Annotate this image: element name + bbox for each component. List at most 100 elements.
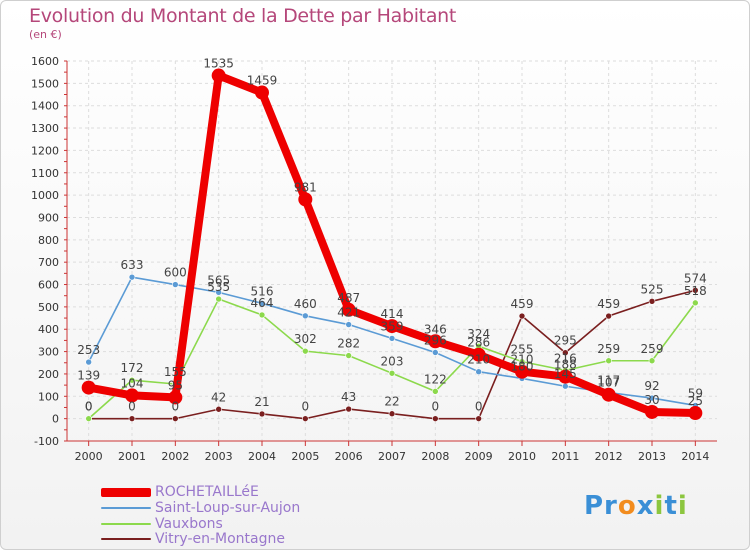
x-tick-label: 2010: [508, 450, 536, 463]
data-point: [428, 334, 443, 349]
data-label: 414: [381, 307, 404, 321]
data-label: 600: [164, 266, 187, 280]
data-point: [475, 415, 482, 422]
data-label: 633: [121, 258, 144, 272]
data-point: [388, 335, 396, 342]
data-point: [562, 349, 569, 357]
proxiti-logo: Proxiti: [584, 491, 688, 521]
data-label: 0: [85, 400, 93, 414]
data-label: 42: [211, 390, 226, 404]
grid-lines: [67, 60, 717, 442]
data-label: 1535: [203, 57, 234, 71]
data-point: [128, 273, 136, 281]
legend-item-rochetaillee: ROCHETAILLéE: [101, 484, 259, 500]
data-point: [345, 321, 352, 328]
data-point: [172, 281, 179, 288]
x-tick-label: 2005: [291, 450, 319, 463]
data-point: [128, 376, 136, 384]
legend-swatch: [101, 523, 151, 525]
legend-swatch: [101, 538, 151, 540]
data-point: [302, 347, 309, 355]
data-point: [345, 405, 352, 413]
y-tick-label: 1400: [31, 100, 59, 113]
x-tick-label: 2009: [465, 450, 493, 463]
data-point: [515, 364, 529, 379]
y-tick-label: 1100: [31, 167, 59, 180]
data-label: 535: [207, 280, 230, 294]
data-label: 459: [511, 297, 534, 311]
data-point: [125, 388, 139, 403]
data-label: 253: [77, 343, 100, 357]
data-point: [692, 287, 699, 294]
data-point: [388, 369, 396, 377]
legend-label: Vauxbons: [155, 516, 223, 532]
data-label: 0: [302, 400, 310, 414]
data-label: 25: [688, 394, 703, 408]
y-tick-label: 200: [38, 368, 59, 381]
y-tick-label: 300: [38, 346, 59, 359]
data-label: 459: [597, 297, 620, 311]
data-point: [385, 319, 399, 334]
data-label: 286: [467, 336, 490, 350]
x-tick-label: 2006: [335, 450, 363, 463]
data-point: [601, 387, 616, 402]
data-label: 188: [554, 358, 577, 372]
data-label: 0: [128, 400, 136, 414]
data-label: 516: [251, 284, 274, 298]
data-label: 155: [164, 365, 187, 379]
x-tick-label: 2011: [551, 450, 579, 463]
x-tick-label: 2002: [161, 450, 189, 463]
data-label: 565: [207, 273, 230, 287]
data-label: 255: [511, 343, 534, 357]
data-label: 122: [424, 372, 447, 386]
data-label: 302: [294, 332, 317, 346]
y-tick-label: 1200: [31, 144, 59, 157]
data-point: [255, 85, 269, 100]
data-label: 460: [294, 297, 317, 311]
legend-swatch: [101, 487, 151, 497]
data-point: [85, 358, 92, 366]
data-label: 22: [384, 395, 399, 409]
data-label: 487: [337, 291, 360, 305]
data-label: 359: [381, 319, 404, 333]
data-label: 30: [644, 393, 659, 407]
x-tick-label: 2003: [205, 450, 233, 463]
legend-label: Saint-Loup-sur-Aujon: [155, 500, 301, 516]
y-tick-label: 900: [38, 211, 59, 224]
data-label: 210: [511, 353, 534, 367]
data-label: 145: [554, 367, 577, 381]
x-tick-label: 2000: [75, 450, 103, 463]
data-label: 525: [641, 282, 664, 296]
x-tick-label: 2001: [118, 450, 146, 463]
data-label: 282: [337, 337, 360, 351]
data-label: 0: [432, 400, 440, 414]
data-label: 104: [121, 376, 144, 390]
legend-label: Vitry-en-Montagne: [155, 531, 285, 547]
data-point: [518, 312, 526, 320]
data-label: 346: [424, 322, 447, 336]
data-point: [215, 289, 222, 296]
data-point: [172, 415, 179, 422]
data-point: [432, 349, 439, 356]
data-point: [388, 410, 396, 418]
data-label: 1459: [247, 74, 278, 88]
data-label: 139: [77, 369, 100, 383]
data-label: 210: [467, 353, 490, 367]
legend-label: ROCHETAILLéE: [155, 484, 259, 500]
x-tick-label: 2007: [378, 450, 406, 463]
data-label: 464: [251, 296, 274, 310]
data-label: 0: [85, 400, 93, 414]
data-label: 0: [172, 400, 180, 414]
data-label: 216: [554, 351, 577, 365]
data-point: [341, 302, 356, 317]
legend-item-saint-loup: Saint-Loup-sur-Aujon: [101, 500, 300, 516]
data-label: 180: [511, 359, 534, 373]
data-label: 0: [475, 400, 483, 414]
data-point: [692, 299, 699, 307]
data-point: [518, 358, 526, 365]
y-tick-label: 0: [52, 413, 59, 426]
data-point: [128, 415, 136, 422]
data-label: 421: [337, 306, 360, 320]
data-label: 259: [641, 342, 664, 356]
